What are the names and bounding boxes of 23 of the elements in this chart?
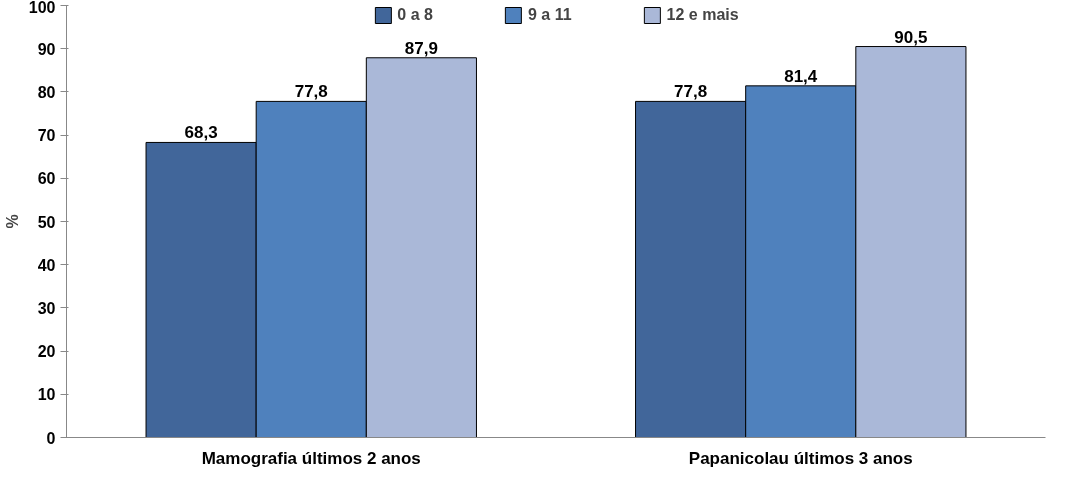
data-label: 77,8 xyxy=(674,82,708,102)
y-tick-label: 20 xyxy=(37,343,56,361)
y-tick-label: 50 xyxy=(37,213,56,231)
legend-label: 0 a 8 xyxy=(397,6,433,24)
data-label: 68,3 xyxy=(184,123,218,143)
x-tick-label: Papanicolau últimos 3 anos xyxy=(688,448,913,468)
y-tick-label: 60 xyxy=(37,170,56,188)
y-tick-label: 90 xyxy=(37,40,56,58)
y-tick-label: 10 xyxy=(37,386,56,404)
y-tick-label: 30 xyxy=(37,299,56,317)
y-axis-title: % xyxy=(3,214,21,229)
data-label: 77,8 xyxy=(294,82,328,102)
x-tick-label: Mamografia últimos 2 anos xyxy=(201,448,421,468)
y-tick-label: 0 xyxy=(46,429,56,447)
legend-label: 9 a 11 xyxy=(527,6,572,24)
y-tick-label: 40 xyxy=(37,256,56,274)
data-label: 90,5 xyxy=(894,27,928,47)
y-tick-label: 100 xyxy=(28,0,56,16)
data-label: 81,4 xyxy=(784,66,818,86)
y-tick-label: 70 xyxy=(37,127,56,145)
data-label: 87,9 xyxy=(404,38,438,58)
legend-label: 12 e mais xyxy=(666,6,739,24)
y-tick-label: 80 xyxy=(37,83,56,101)
